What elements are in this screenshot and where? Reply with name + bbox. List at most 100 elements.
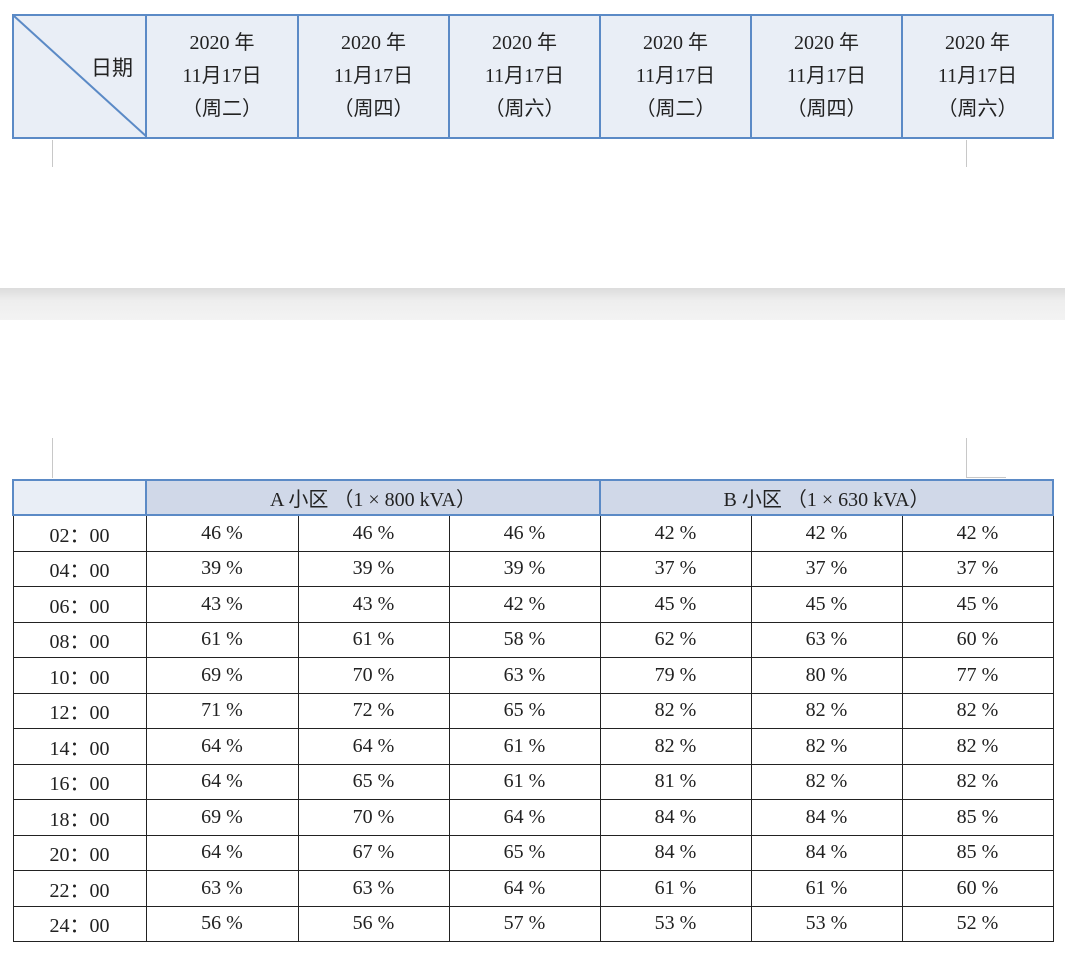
margin-mark (966, 140, 967, 167)
value-cell: 42 % (750, 514, 903, 552)
value-cell: 65 % (297, 763, 450, 800)
data-row: 06：00 43 % 43 % 42 % 45 % 45 % 45 % (12, 586, 1054, 623)
time-cell: 18：00 (12, 799, 147, 836)
value-cell: 70 % (297, 799, 450, 836)
date-header: 2020 年 11月17日 （周四） (297, 14, 450, 139)
value-cell: 69 % (145, 799, 299, 836)
time-cell: 14：00 (12, 728, 147, 765)
group-header: B 小区 （1 × 630 kVA） (599, 479, 1054, 516)
date-weekday: （周四） (333, 98, 414, 120)
value-cell: 84 % (599, 799, 752, 836)
value-cell: 37 % (599, 550, 752, 587)
value-cell: 45 % (901, 586, 1054, 623)
date-date: 11月17日 (484, 65, 565, 87)
header-row: 日期 2020 年 11月17日 （周二） 2020 年 11月17日 （周四） 2020 年… (12, 14, 1054, 139)
value-cell: 85 % (901, 799, 1054, 836)
data-table: A 小区 （1 × 800 kVA） B 小区 （1 × 630 kVA） 02：0… (12, 479, 1054, 942)
date-date: 11月17日 (182, 65, 262, 87)
value-cell: 64 % (145, 763, 299, 800)
diagonal (14, 16, 147, 137)
time-cell: 12：00 (12, 692, 147, 729)
page-gap (0, 288, 1065, 320)
time-cell: 16：00 (12, 763, 147, 800)
value-cell: 77 % (901, 657, 1054, 694)
data-row: 08：00 61 % 61 % 58 % 62 % 63 % 60 % (12, 621, 1054, 658)
date-date: 11月17日 (937, 65, 1018, 87)
value-cell: 67 % (297, 834, 450, 871)
value-cell: 43 % (297, 586, 450, 623)
value-cell: 39 % (297, 550, 450, 587)
value-cell: 80 % (750, 657, 903, 694)
date-year: 2020 年 (794, 32, 859, 54)
group-header: A 小区 （1 × 800 kVA） (145, 479, 601, 516)
value-cell: 64 % (145, 834, 299, 871)
data-row: 02：00 46 % 46 % 46 % 42 % 42 % 42 % (12, 514, 1054, 552)
value-cell: 53 % (599, 905, 752, 942)
value-cell: 63 % (145, 870, 299, 907)
time-cell: 02：00 (12, 514, 147, 552)
value-cell: 61 % (448, 763, 601, 800)
value-cell: 84 % (750, 799, 903, 836)
value-cell: 72 % (297, 692, 450, 729)
value-cell: 45 % (599, 586, 752, 623)
date-date: 11月17日 (635, 65, 716, 87)
value-cell: 69 % (145, 657, 299, 694)
value-cell: 60 % (901, 870, 1054, 907)
value-cell: 62 % (599, 621, 752, 658)
data-row: 10：00 69 % 70 % 63 % 79 % 80 % 77 % (12, 657, 1054, 694)
value-cell: 82 % (599, 692, 752, 729)
time-cell: 20：00 (12, 834, 147, 871)
data-row: 24：00 56 % 56 % 57 % 53 % 53 % 52 % (12, 905, 1054, 942)
value-cell: 61 % (599, 870, 752, 907)
data-row: 16：00 64 % 65 % 61 % 81 % 82 % 82 % (12, 763, 1054, 800)
value-cell: 46 % (448, 514, 601, 552)
value-cell: 82 % (599, 728, 752, 765)
date-weekday: （周四） (786, 98, 867, 120)
value-cell: 61 % (145, 621, 299, 658)
value-cell: 82 % (750, 692, 903, 729)
value-cell: 45 % (750, 586, 903, 623)
value-cell: 82 % (901, 728, 1054, 765)
value-cell: 43 % (145, 586, 299, 623)
date-year: 2020 年 (341, 32, 406, 54)
data-row: 18：00 69 % 70 % 64 % 84 % 84 % 85 % (12, 799, 1054, 836)
date-year: 2020 年 (492, 32, 557, 54)
date-year: 2020 年 (643, 32, 708, 54)
value-cell: 85 % (901, 834, 1054, 871)
value-cell: 57 % (448, 905, 601, 942)
value-cell: 53 % (750, 905, 903, 942)
date-weekday: （周六） (937, 98, 1018, 120)
date-date: 11月17日 (333, 65, 414, 87)
corner-label: 日期 (91, 56, 133, 80)
value-cell: 84 % (599, 834, 752, 871)
value-cell: 42 % (599, 514, 752, 552)
value-cell: 64 % (448, 870, 601, 907)
value-cell: 56 % (297, 905, 450, 942)
value-cell: 52 % (901, 905, 1054, 942)
value-cell: 82 % (750, 728, 903, 765)
time-cell: 08：00 (12, 621, 147, 658)
date-weekday: （周六） (484, 98, 565, 120)
value-cell: 61 % (750, 870, 903, 907)
value-cell: 42 % (901, 514, 1054, 552)
data-row: 20：00 64 % 67 % 65 % 84 % 84 % 85 % (12, 834, 1054, 871)
time-cell: 22：00 (12, 870, 147, 907)
time-cell: 04：00 (12, 550, 147, 587)
date-header: 2020 年 11月17日 （周四） (750, 14, 903, 139)
date-header: 2020 年 11月17日 （周二） (145, 14, 299, 139)
value-cell: 82 % (750, 763, 903, 800)
value-cell: 61 % (297, 621, 450, 658)
value-cell: 70 % (297, 657, 450, 694)
data-row: 12：00 71 % 72 % 65 % 82 % 82 % 82 % (12, 692, 1054, 729)
corner-cell: 日期 (12, 14, 147, 139)
data-row: 22：00 63 % 63 % 64 % 61 % 61 % 60 % (12, 870, 1054, 907)
value-cell: 63 % (750, 621, 903, 658)
value-cell: 61 % (448, 728, 601, 765)
value-cell: 81 % (599, 763, 752, 800)
date-weekday: （周二） (635, 98, 716, 120)
date-weekday: （周二） (182, 98, 262, 120)
date-header: 2020 年 11月17日 （周二） (599, 14, 752, 139)
value-cell: 56 % (145, 905, 299, 942)
margin-mark (52, 438, 53, 478)
